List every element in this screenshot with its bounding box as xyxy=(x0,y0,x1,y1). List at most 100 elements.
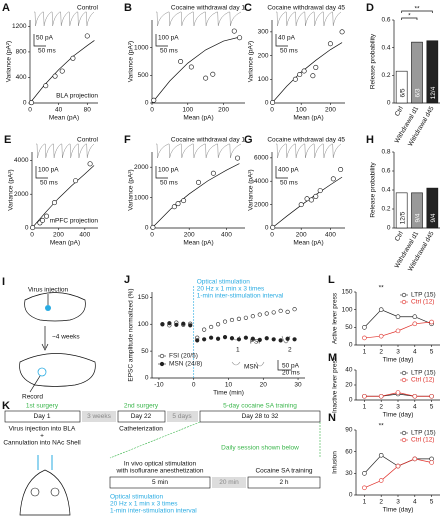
y-tick-label: 4000 xyxy=(14,157,29,164)
data-point xyxy=(52,73,58,79)
data-point xyxy=(271,310,276,315)
n-label: 9/4 xyxy=(415,213,422,222)
data-point xyxy=(215,336,221,341)
scale-label: 400 pA xyxy=(278,167,299,174)
data-point xyxy=(28,100,34,106)
x-tick-label: 4 xyxy=(413,349,417,356)
x-tick-label: 0 xyxy=(150,232,154,239)
x-tick-label: 200 xyxy=(325,107,336,114)
data-point xyxy=(378,307,384,312)
scale-label: 100 pA xyxy=(38,167,59,174)
data-point xyxy=(43,83,49,89)
data-point xyxy=(236,316,242,321)
axis xyxy=(271,152,345,229)
scale-label: 50 ms xyxy=(40,180,58,187)
y-tick-label: 0 xyxy=(145,100,149,107)
diagram-text: Record xyxy=(22,394,43,401)
x-tick-label: 80 xyxy=(84,107,92,114)
x-tick-label: 100 xyxy=(296,107,307,114)
diagram-text: Day 1 xyxy=(34,413,51,420)
data-point xyxy=(178,58,184,64)
x-axis-label: Mean (pA) xyxy=(183,115,213,122)
y-axis-label: Variance (pA²) xyxy=(128,169,135,210)
data-point xyxy=(59,68,65,74)
data-point xyxy=(362,393,367,399)
x-tick-label: 1 xyxy=(363,404,367,411)
epsc-trace xyxy=(156,143,242,159)
epsc-trace xyxy=(156,11,242,27)
y-tick-label: 0 xyxy=(349,492,353,499)
y-tick-label: 150 xyxy=(138,294,149,301)
y-tick-label: 1000 xyxy=(134,44,149,51)
x-tick-label: 0 xyxy=(30,232,34,239)
panel-label: M xyxy=(328,352,337,364)
data-point xyxy=(395,328,401,334)
data-point xyxy=(209,324,214,330)
y-axis-label: Infusion xyxy=(332,451,339,474)
y-tick-label: 0 xyxy=(145,225,149,232)
x-tick-label: 2 xyxy=(379,404,383,411)
diagram-text: ~4 weeks xyxy=(52,334,80,341)
data-point xyxy=(243,335,248,340)
significance: ** xyxy=(379,423,385,430)
fit-curve xyxy=(29,40,95,104)
legend-label: Ctrl (12) xyxy=(411,437,434,444)
annotation: 20 Hz x 1 min x 3 times xyxy=(197,286,265,293)
data-point xyxy=(257,312,262,317)
scale-bar xyxy=(155,166,168,179)
data-point xyxy=(301,68,307,74)
x-tick-label: 400 xyxy=(79,232,90,239)
y-tick-label: 60 xyxy=(345,448,353,455)
data-point xyxy=(327,41,333,47)
diagram-text: 5 min xyxy=(152,479,168,486)
data-point xyxy=(222,319,228,324)
y-tick-label: 150 xyxy=(342,289,353,296)
panel-label: E xyxy=(4,134,11,146)
y-axis-label: Variance (pA²) xyxy=(248,169,255,210)
data-point xyxy=(429,393,434,399)
x-tick-label: 400 xyxy=(325,232,336,239)
x-axis-label: Time (day) xyxy=(383,357,414,364)
panel-title: Cocaine withdrawal day 45 xyxy=(267,5,345,12)
data-point xyxy=(264,311,269,316)
panel-label: B xyxy=(124,2,132,14)
x-tick-label: 30 xyxy=(294,382,302,389)
x-axis-label: Time (day) xyxy=(383,507,414,514)
legend-label: MSN (24/8) xyxy=(169,361,202,368)
x-tick-label: 1 xyxy=(363,349,367,356)
legend-label: Ctrl (12) xyxy=(411,299,434,306)
y-tick-label: 20 xyxy=(345,382,353,389)
data-point xyxy=(264,336,269,341)
data-point xyxy=(278,308,283,313)
scale-label: 50 ms xyxy=(280,48,298,55)
scale-label: 50 ms xyxy=(160,48,178,55)
diagram-text: + xyxy=(40,433,44,440)
record-site xyxy=(37,367,47,377)
data-point xyxy=(310,73,316,79)
data-point xyxy=(210,170,216,176)
data-point xyxy=(181,321,186,326)
legend-marker xyxy=(401,370,407,376)
x-tick-label: 4 xyxy=(413,499,417,506)
epsc-trace xyxy=(36,143,95,159)
data-point xyxy=(30,225,36,231)
x-tick-label: -10 xyxy=(154,382,164,389)
data-point xyxy=(250,314,255,319)
annotation: 1 xyxy=(236,347,240,354)
y-tick-label: 0 xyxy=(387,100,391,107)
x-axis-label: Mean (pA) xyxy=(293,115,323,122)
data-point xyxy=(285,309,290,314)
annotation: MSN xyxy=(244,364,259,371)
x-tick-label: 3 xyxy=(396,499,400,506)
y-tick-label: 6000 xyxy=(254,155,269,162)
diagram-text: Day 28 to 32 xyxy=(242,413,279,420)
y-tick-label: 100 xyxy=(258,76,269,83)
x-tick-label: 400 xyxy=(221,232,232,239)
x-axis-label: Mean (pA) xyxy=(293,240,323,247)
x-tick-label: 40 xyxy=(55,107,63,114)
epsc-trace xyxy=(276,11,342,27)
annotation: 20 ms xyxy=(282,370,300,377)
data-point xyxy=(243,315,248,320)
legend-marker xyxy=(401,437,407,443)
diagram-text: Virus injection xyxy=(28,287,69,294)
